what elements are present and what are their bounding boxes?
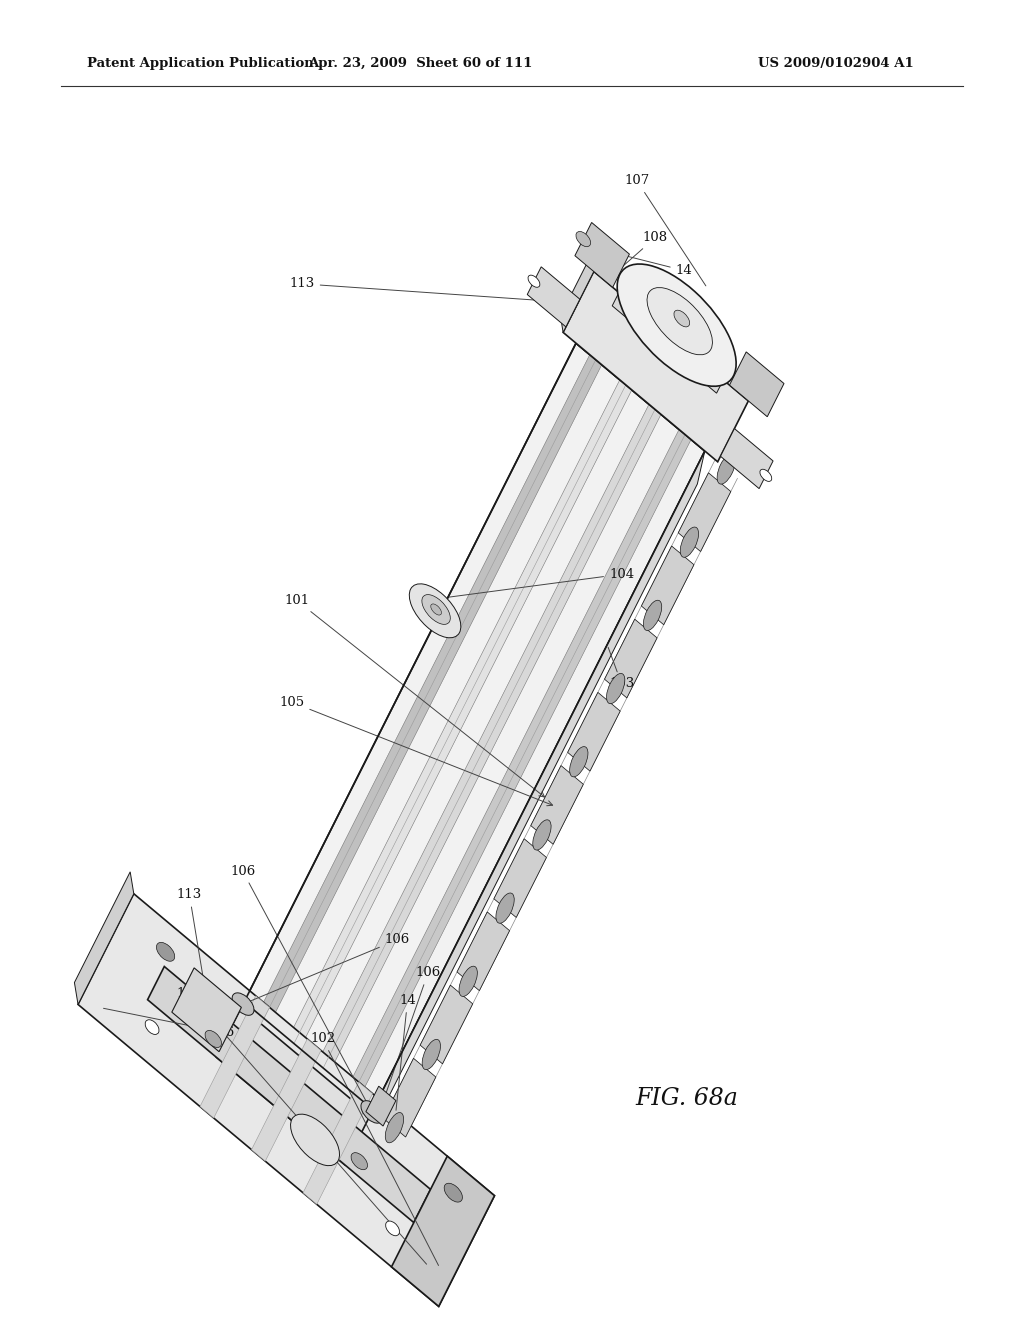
Ellipse shape bbox=[496, 894, 514, 923]
Text: 102: 102 bbox=[614, 272, 700, 317]
Text: 116: 116 bbox=[103, 1008, 234, 1039]
Polygon shape bbox=[200, 995, 269, 1118]
Ellipse shape bbox=[422, 594, 451, 624]
Ellipse shape bbox=[232, 993, 254, 1015]
Polygon shape bbox=[567, 693, 621, 771]
Polygon shape bbox=[604, 619, 657, 698]
Polygon shape bbox=[678, 473, 731, 552]
Polygon shape bbox=[612, 281, 729, 393]
Polygon shape bbox=[560, 255, 594, 333]
Ellipse shape bbox=[386, 1221, 399, 1236]
Text: 101: 101 bbox=[285, 594, 545, 797]
Polygon shape bbox=[252, 1039, 321, 1162]
Ellipse shape bbox=[569, 747, 588, 777]
Polygon shape bbox=[420, 985, 473, 1064]
Polygon shape bbox=[721, 429, 773, 488]
Polygon shape bbox=[172, 968, 242, 1052]
Polygon shape bbox=[530, 766, 584, 845]
Ellipse shape bbox=[643, 601, 662, 631]
Polygon shape bbox=[303, 1082, 373, 1204]
Text: Apr. 23, 2009  Sheet 60 of 111: Apr. 23, 2009 Sheet 60 of 111 bbox=[307, 57, 532, 70]
Polygon shape bbox=[457, 912, 510, 990]
Ellipse shape bbox=[351, 1152, 368, 1170]
Text: 103: 103 bbox=[608, 647, 634, 690]
Text: 102: 102 bbox=[310, 1032, 438, 1266]
Polygon shape bbox=[317, 404, 662, 1073]
Ellipse shape bbox=[459, 966, 477, 997]
Text: 14: 14 bbox=[596, 248, 692, 277]
Polygon shape bbox=[78, 894, 495, 1307]
Ellipse shape bbox=[385, 1113, 403, 1143]
Ellipse shape bbox=[528, 275, 540, 288]
Ellipse shape bbox=[291, 1114, 340, 1166]
Ellipse shape bbox=[680, 527, 698, 557]
Text: 113: 113 bbox=[290, 277, 552, 301]
Ellipse shape bbox=[410, 583, 461, 638]
Ellipse shape bbox=[575, 231, 591, 247]
Polygon shape bbox=[563, 272, 749, 462]
Ellipse shape bbox=[360, 1101, 383, 1123]
Text: 108: 108 bbox=[622, 231, 668, 268]
Polygon shape bbox=[574, 223, 630, 288]
Ellipse shape bbox=[157, 942, 175, 961]
Ellipse shape bbox=[205, 1031, 221, 1048]
Polygon shape bbox=[147, 966, 430, 1222]
Ellipse shape bbox=[422, 1039, 440, 1069]
Text: 104: 104 bbox=[449, 568, 634, 597]
Ellipse shape bbox=[617, 264, 736, 387]
Polygon shape bbox=[391, 1156, 495, 1307]
Polygon shape bbox=[729, 352, 784, 417]
Ellipse shape bbox=[647, 288, 713, 355]
Ellipse shape bbox=[717, 454, 735, 484]
Text: FIG. 68a: FIG. 68a bbox=[635, 1086, 737, 1110]
Ellipse shape bbox=[674, 310, 689, 327]
Polygon shape bbox=[347, 429, 691, 1098]
Text: 113: 113 bbox=[177, 888, 208, 1008]
Polygon shape bbox=[527, 267, 580, 327]
Text: US 2009/0102904 A1: US 2009/0102904 A1 bbox=[758, 57, 913, 70]
Polygon shape bbox=[244, 343, 705, 1110]
Polygon shape bbox=[216, 1007, 371, 1166]
Polygon shape bbox=[258, 355, 602, 1023]
Text: 106: 106 bbox=[230, 865, 371, 1110]
Polygon shape bbox=[75, 871, 134, 1005]
Ellipse shape bbox=[760, 470, 772, 482]
Text: Patent Application Publication: Patent Application Publication bbox=[87, 57, 313, 70]
Polygon shape bbox=[494, 838, 547, 917]
Text: 107: 107 bbox=[625, 174, 706, 286]
Text: 105: 105 bbox=[280, 696, 553, 805]
Polygon shape bbox=[366, 1086, 396, 1126]
Ellipse shape bbox=[431, 605, 441, 615]
Text: 112: 112 bbox=[177, 987, 427, 1265]
Polygon shape bbox=[366, 451, 705, 1143]
Text: 106: 106 bbox=[246, 933, 410, 1003]
Polygon shape bbox=[288, 380, 632, 1048]
Ellipse shape bbox=[444, 1183, 463, 1203]
Text: 106: 106 bbox=[384, 966, 440, 1100]
Polygon shape bbox=[641, 546, 694, 624]
Ellipse shape bbox=[606, 673, 625, 704]
Ellipse shape bbox=[145, 1020, 159, 1035]
Text: 116: 116 bbox=[643, 347, 744, 451]
Ellipse shape bbox=[532, 820, 551, 850]
Text: 14: 14 bbox=[396, 994, 416, 1110]
Polygon shape bbox=[383, 1059, 436, 1137]
